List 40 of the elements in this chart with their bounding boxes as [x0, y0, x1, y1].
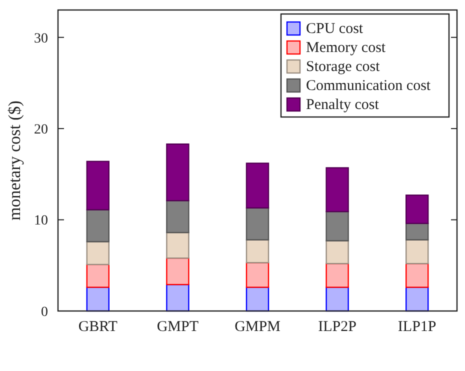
legend-label: Memory cost [306, 40, 386, 56]
x-tick-label: GMPM [234, 319, 280, 335]
bar [326, 240, 349, 264]
bar [166, 200, 190, 234]
bar [406, 262, 429, 288]
bar [86, 160, 110, 210]
y-tick-label: 0 [41, 304, 48, 320]
bar [406, 286, 429, 312]
bar [326, 262, 349, 288]
bar [86, 209, 110, 242]
bar [326, 210, 349, 242]
y-axis-title: monetary cost ($) [5, 100, 24, 220]
bar [406, 239, 429, 264]
y-tick-label: 30 [34, 31, 48, 46]
x-tick-label: GBRT [78, 319, 118, 335]
bar [166, 257, 190, 286]
legend-label: Communication cost [306, 78, 432, 94]
bar [166, 232, 190, 259]
bar [406, 222, 429, 240]
bar [246, 207, 270, 240]
bar [86, 241, 110, 266]
bar [246, 239, 270, 264]
y-tick-label: 10 [34, 214, 48, 229]
legend-label: CPU cost [306, 21, 364, 37]
y-tick-label: 20 [34, 122, 48, 138]
bar [166, 284, 190, 312]
bar [246, 162, 270, 209]
bar [326, 286, 349, 312]
bar [86, 286, 110, 312]
x-tick-label: ILP1P [398, 319, 436, 335]
bar [326, 167, 349, 212]
bar [86, 264, 110, 288]
legend-label: Storage cost [306, 59, 381, 75]
bar [406, 194, 429, 224]
bar [246, 262, 270, 288]
x-tick-label: GMPT [156, 319, 199, 335]
legend-label: Penalty cost [306, 97, 380, 113]
x-tick-label: ILP2P [318, 319, 356, 335]
bar [166, 143, 190, 202]
bar [246, 286, 270, 312]
